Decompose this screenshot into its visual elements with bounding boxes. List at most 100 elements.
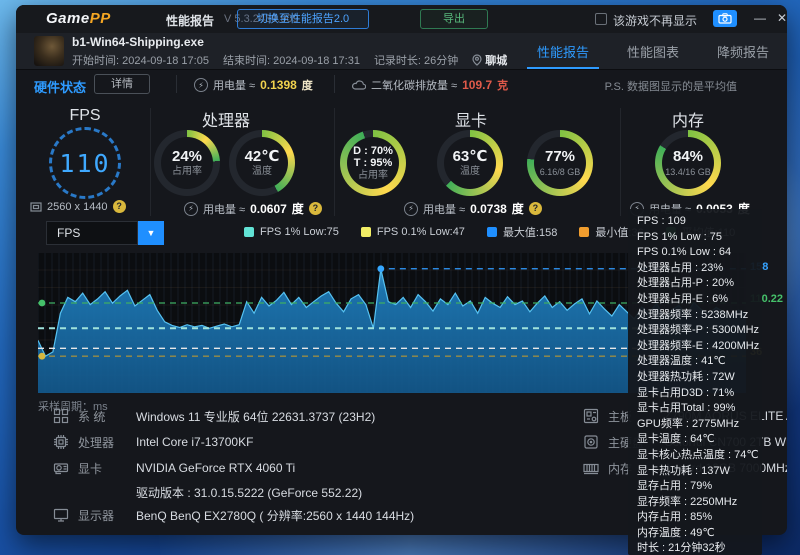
tab-downclock-report[interactable]: 降频报告 — [716, 44, 769, 60]
system-info-row: 系 统 Windows 11 专业版 64位 22631.3737 (23H2) — [52, 405, 375, 427]
power-icon: ⚡ — [194, 78, 208, 92]
legend-label: 最大值:158 — [502, 227, 558, 239]
co2-value: 109.7 — [462, 78, 493, 92]
legend-item-2[interactable]: 最大值:158 — [486, 224, 558, 240]
titlebar: GamePP 性能报告 V 5.3.2439.909 切换至性能报告2.0 导出… — [16, 5, 787, 33]
mem-usage-label: 13.4/16 GB — [665, 166, 711, 177]
system-info-value: Windows 11 专业版 64位 22631.3737 (23H2) — [136, 409, 376, 424]
record-duration: 记录时长: 26分钟 — [373, 55, 459, 67]
tooltip-line: 处理器占用-E : 6% — [637, 292, 729, 305]
version-text: V 5.3.2439.909 — [224, 13, 299, 25]
system-info-row: 显卡 NVIDIA GeForce RTX 4060 Ti — [52, 457, 295, 479]
help-icon[interactable]: ? — [308, 202, 322, 215]
location-name: 聊城 — [485, 55, 508, 67]
tooltip-line: 显卡核心热点温度 : 74℃ — [637, 448, 759, 461]
disk-icon — [582, 433, 600, 451]
camera-icon — [718, 13, 732, 24]
fps-value: 110 — [59, 148, 111, 178]
logo-game: Game — [46, 10, 90, 27]
resolution-row: 2560 x 1440 ? — [30, 200, 126, 213]
tooltip-line: 显卡占用Total : 99% — [637, 402, 736, 415]
cpu-power-unit: 度 — [291, 202, 304, 216]
process-name: b1-Win64-Shipping.exe — [72, 35, 204, 49]
gpu-temp-gauge: 63℃ 温度 — [437, 130, 503, 196]
screenshot-button[interactable] — [713, 10, 737, 27]
legend-label: FPS 1% Low:75 — [260, 226, 339, 238]
gauges-section: FPS 处理器 显卡 内存 110 24% 占用率 42℃ 温度 D : 70% T… — [16, 100, 787, 220]
co2-icon — [352, 80, 366, 90]
app-logo: GamePP — [46, 10, 111, 27]
export-button[interactable]: 导出 — [420, 9, 488, 29]
system-info-label: 处理器 — [78, 435, 115, 450]
dont-show-checkbox[interactable] — [595, 13, 607, 25]
co2-stat: 二氧化碳排放量 ≈ 109.7 克 — [352, 77, 508, 93]
power-icon: ⚡ — [404, 201, 418, 216]
min-point — [38, 352, 46, 360]
hardware-status-row: 硬件状态 详情 ⚡ 用电量 ≈ 0.1398 度 二氧化碳排放量 ≈ 109.7… — [16, 70, 787, 100]
gpu-power-value: 0.0738 — [470, 201, 507, 216]
close-button[interactable]: ✕ — [776, 11, 787, 25]
tooltip-line: 时长 : 21分钟32秒 — [637, 542, 726, 555]
tooltip-line: FPS : 109 — [637, 215, 686, 227]
location-pin-icon — [472, 54, 482, 66]
header-tabs: 性能报告 性能图表 降频报告 — [526, 33, 773, 69]
cpu-temp-label: 温度 — [252, 165, 272, 177]
gpu-temp-label: 温度 — [460, 165, 480, 177]
legend-item-1[interactable]: FPS 0.1% Low:47 — [360, 224, 465, 240]
tooltip-line: 显卡热功耗 : 137W — [637, 464, 730, 477]
divider — [176, 75, 177, 93]
tooltip-line: 处理器频率-E : 4200MHz — [637, 339, 760, 352]
tooltip-line: 显卡温度 : 64℃ — [637, 433, 715, 446]
metrics-tooltip: FPS : 109 FPS 1% Low : 75 FPS 0.1% Low : 6… — [628, 209, 762, 555]
system-info-value: NVIDIA GeForce RTX 4060 Ti — [136, 461, 296, 475]
detail-button[interactable]: 详情 — [94, 74, 150, 94]
gpu-usage-total: T : 95% — [353, 156, 393, 169]
total-power-stat: ⚡ 用电量 ≈ 0.1398 度 — [194, 77, 313, 93]
logo-pp: PP — [89, 10, 111, 27]
help-icon[interactable]: ? — [112, 200, 126, 213]
co2-label: 二氧化碳排放量 ≈ — [371, 80, 458, 92]
legend-swatch — [579, 227, 590, 237]
system-info-label: 显示器 — [78, 508, 115, 523]
ram-icon — [582, 459, 600, 477]
gpu-usage-d3d: D : 70% — [353, 144, 393, 157]
system-info-label: 内存 — [608, 461, 633, 476]
legend-item-0[interactable]: FPS 1% Low:75 — [244, 224, 339, 240]
system-info-label: 主板 — [608, 409, 633, 424]
tooltip-line: 内存占用 : 85% — [637, 511, 713, 524]
motherboard-icon — [582, 407, 600, 425]
minimize-button[interactable]: — — [754, 11, 766, 25]
metric-selector[interactable]: FPS — [46, 221, 138, 245]
divider — [620, 108, 621, 216]
divider — [334, 108, 335, 216]
gpu-power-unit: 度 — [511, 202, 524, 216]
location-badge: 聊城 — [472, 52, 507, 68]
mem-usage-gauge: 84% 13.4/16 GB — [655, 130, 721, 196]
average-note: P.S. 数据图显示的是平均值 — [604, 81, 737, 93]
system-icon — [52, 407, 70, 425]
mem-usage-value: 84% — [672, 147, 704, 165]
divider — [334, 75, 335, 93]
help-icon[interactable]: ? — [528, 202, 542, 215]
tooltip-line: 处理器热功耗 : 72W — [637, 370, 735, 383]
tooltip-line: 处理器频率-P : 5300MHz — [637, 324, 760, 337]
cpu-power-label: 用电量 ≈ — [203, 203, 246, 216]
system-info-row: 处理器 Intel Core i7-13700KF — [52, 431, 253, 453]
gpu-vram-value: 77% — [544, 147, 576, 165]
co2-unit: 克 — [497, 80, 509, 92]
dont-show-label: 该游戏不再显示 — [613, 14, 698, 28]
power-icon: ⚡ — [184, 201, 198, 216]
chevron-down-icon[interactable]: ▼ — [138, 221, 164, 245]
system-info-value: 驱动版本 : 31.0.15.5222 (GeForce 552.22) — [136, 485, 363, 500]
system-info-label: 显卡 — [78, 461, 103, 476]
gpu-vram-gauge: 77% 6.16/8 GB — [527, 130, 593, 196]
gpu-usage-label: 占用率 — [358, 169, 388, 181]
screen-icon — [30, 201, 42, 212]
game-icon — [34, 36, 64, 66]
gpu-temp-value: 63℃ — [452, 147, 488, 165]
tab-performance-report[interactable]: 性能报告 — [526, 33, 599, 69]
switch-report-button[interactable]: 切换至性能报告2.0 — [237, 9, 369, 29]
monitor-icon — [52, 506, 70, 524]
tab-performance-chart[interactable]: 性能图表 — [626, 44, 679, 60]
